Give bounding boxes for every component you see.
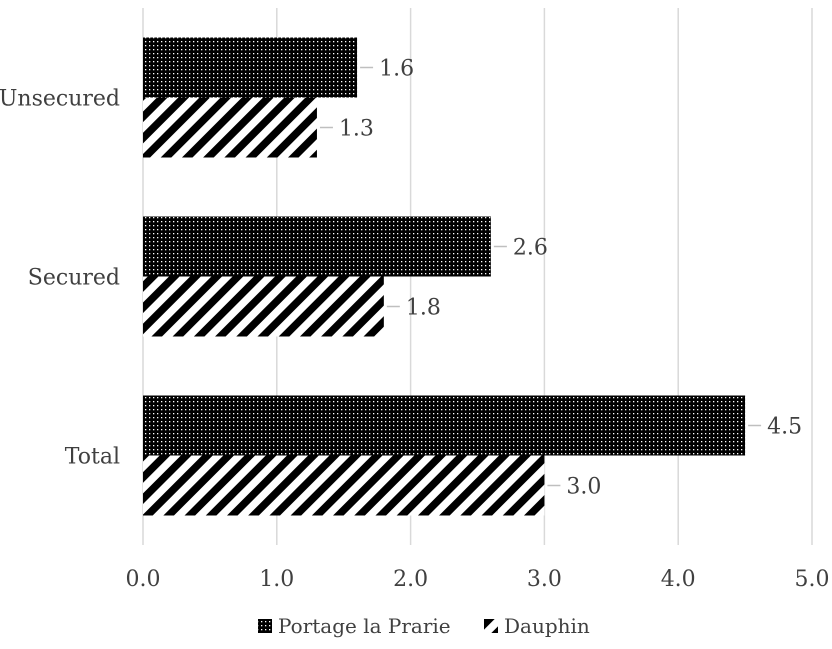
data-label: 2.6 [513,236,548,261]
data-label: 3.0 [566,475,601,500]
category-label: Unsecured [0,87,120,112]
category-label: Secured [28,266,120,291]
legend-swatch-dauphin [484,619,498,633]
x-tick-label: 2.0 [393,567,428,592]
bar-dauphin [143,455,545,516]
legend-swatch-portage-la-prarie [258,619,272,633]
data-label: 1.8 [406,296,441,321]
data-label: 1.3 [339,117,374,142]
bar-portage-la-prarie [143,395,746,456]
bar-portage-la-prarie [143,216,491,277]
x-tick-label: 0.0 [126,567,161,592]
data-label: 1.6 [379,57,414,82]
data-label: 4.5 [767,415,802,440]
x-tick-label: 5.0 [795,567,830,592]
legend-label: Dauphin [504,614,590,638]
x-tick-label: 1.0 [259,567,294,592]
legend-label: Portage la Prarie [278,614,451,638]
x-tick-label: 4.0 [661,567,696,592]
x-tick-label: 3.0 [527,567,562,592]
bar-portage-la-prarie [143,37,358,98]
category-label: Total [65,445,120,470]
bar-dauphin [143,276,384,337]
bar-dauphin [143,97,317,158]
